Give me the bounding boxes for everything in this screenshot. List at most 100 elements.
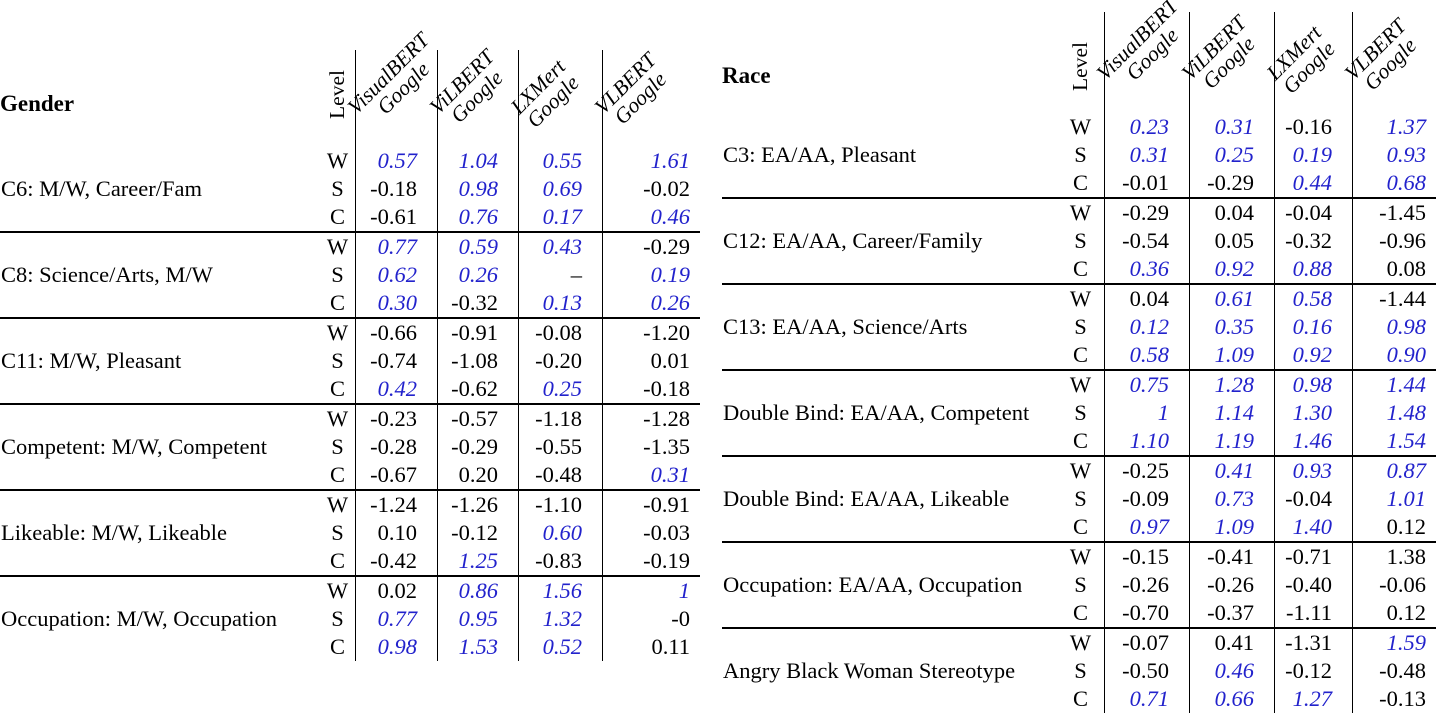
test-group-label: C6: M/W, Career/Fam <box>1 176 203 201</box>
effect-size-cell: -0.55 <box>518 433 602 461</box>
effect-size-cell: -0.29 <box>602 233 700 261</box>
effect-size-cell: 0.77 <box>355 605 437 633</box>
effect-size-cell: -1.08 <box>437 347 518 375</box>
effect-size-cell: -0.25 <box>1104 457 1189 485</box>
effect-size-cell: -0.71 <box>1274 543 1352 571</box>
effect-size-cell: 0.58 <box>1104 341 1189 369</box>
test-group-rows: W -0.15 -0.41 -0.71 1.38 S -0.26 -0.26 -0.40-… <box>1057 543 1436 627</box>
table-row: W 0.04 0.61 0.58 -1.44 <box>1057 285 1436 313</box>
table-row: S -0.74 -1.08 -0.20 0.01 <box>320 347 700 375</box>
level-column: Level <box>1057 0 1104 113</box>
effect-size-cell: -0.67 <box>355 461 437 489</box>
model-column-header: ViLBERT Google <box>1177 11 1274 113</box>
effect-size-cell: 0.19 <box>602 261 700 289</box>
test-group-label: Competent: M/W, Competent <box>1 434 268 459</box>
effect-size-cell: -0.28 <box>355 433 437 461</box>
effect-size-cell: 1.09 <box>1189 513 1274 541</box>
effect-size-cell: 0.93 <box>1352 141 1436 169</box>
test-group-label: Occupation: EA/AA, Occupation <box>723 572 1023 597</box>
level-cell: S <box>331 176 344 201</box>
effect-size-cell: -0.26 <box>1189 571 1274 599</box>
effect-size-cell: -0.12 <box>1274 657 1352 685</box>
level-cell: W <box>326 492 349 517</box>
test-group-rows: W -1.24 -1.26 -1.10 -0.91 S 0.10 -0.12 0.60 -0… <box>320 491 700 575</box>
effect-size-cell: 0.87 <box>1352 457 1436 485</box>
effect-size-cell: 0.31 <box>1104 141 1189 169</box>
effect-size-cell: 0.25 <box>1189 141 1274 169</box>
level-cell: W <box>1069 544 1092 569</box>
table-row: W 0.75 1.28 0.98 1.44 <box>1057 371 1436 399</box>
table-header: Gender Level VisualBERT Google ViLBERT Goo… <box>0 0 700 147</box>
effect-size-cell: 1.44 <box>1352 371 1436 399</box>
effect-size-cell: -0.18 <box>355 175 437 203</box>
table-row: C 0.98 1.53 0.52 0.11 <box>320 633 700 661</box>
effect-size-cell: 0.98 <box>1352 313 1436 341</box>
effect-size-cell: -0.74 <box>355 347 437 375</box>
level-cell: W <box>326 406 349 431</box>
table-row: C 0.42 -0.62 0.25 -0.18 <box>320 375 700 403</box>
effect-size-cell: -0.32 <box>1274 227 1352 255</box>
effect-size-cell: 1.46 <box>1274 427 1352 455</box>
effect-size-cell: -1.26 <box>437 491 518 519</box>
effect-size-cell: -0.01 <box>1104 169 1189 197</box>
effect-size-cell: -0.29 <box>437 433 518 461</box>
effect-size-cell: 0.02 <box>355 577 437 605</box>
table-row: C -0.70 -0.37 -1.11 0.12 <box>1057 599 1436 627</box>
level-cell: C <box>1072 256 1088 281</box>
effect-size-cell: 1.37 <box>1352 113 1436 141</box>
test-group: Occupation: EA/AA, Occupation W -0.15 -0.… <box>722 541 1436 627</box>
effect-size-cell: 0.26 <box>437 261 518 289</box>
effect-size-cell: 0.86 <box>437 577 518 605</box>
rotated-header-label: VLBERT Google <box>1340 14 1425 99</box>
effect-size-cell: -0.19 <box>602 547 700 575</box>
effect-size-cell: 0.46 <box>1189 657 1274 685</box>
effect-size-cell: 0.17 <box>518 203 602 231</box>
effect-size-cell: 1.48 <box>1352 399 1436 427</box>
effect-size-cell: 0.41 <box>1189 457 1274 485</box>
effect-size-cell: 0.71 <box>1104 685 1189 713</box>
test-group-rows: W -0.25 0.41 0.93 0.87 S -0.09 0.73 -0.04 1.01… <box>1057 457 1436 541</box>
effect-size-cell: 0.12 <box>1352 513 1436 541</box>
level-cell: S <box>331 434 344 459</box>
race-table: Race Level VisualBERT Google ViLBERT Googl… <box>722 0 1436 713</box>
effect-size-cell: 0.62 <box>355 261 437 289</box>
table-header: Race Level VisualBERT Google ViLBERT Googl… <box>722 0 1436 113</box>
table-row: S 1 1.14 1.30 1.48 <box>1057 399 1436 427</box>
effect-size-cell: -0.23 <box>355 405 437 433</box>
effect-size-cell: 0.41 <box>1189 629 1274 657</box>
level-cell: W <box>326 578 349 603</box>
table-body: C3: EA/AA, Pleasant W 0.23 0.31 -0.16 1.37 … <box>722 113 1436 713</box>
effect-size-cell: 0.59 <box>437 233 518 261</box>
test-group-rows: W -0.66 -0.91 -0.08 -1.20 S -0.74 -1.08 -0.20… <box>320 319 700 403</box>
table-title: Gender <box>0 91 75 116</box>
effect-size-cell: 0.58 <box>1274 285 1352 313</box>
effect-size-cell: -0.03 <box>602 519 700 547</box>
table-row: S 0.77 0.95 1.32 -0 <box>320 605 700 633</box>
effect-size-cell: -0.70 <box>1104 599 1189 627</box>
model-column-header: LXMert Google <box>506 50 602 147</box>
gender-table: Gender Level VisualBERT Google ViLBERT Goo… <box>0 0 700 661</box>
test-group-rows: W 0.77 0.59 0.43 -0.29 S 0.62 0.26–0.19 C 0.… <box>320 233 700 317</box>
level-cell: S <box>1074 486 1087 511</box>
table-row: W 0.57 1.04 0.55 1.61 <box>320 147 700 175</box>
rotated-header-label: LXMert Google <box>506 55 584 133</box>
effect-size-cell: 0.23 <box>1104 113 1189 141</box>
test-group-label: C12: EA/AA, Career/Family <box>723 228 983 253</box>
effect-size-cell: -0.29 <box>1104 199 1189 227</box>
effect-size-cell: -0.66 <box>355 319 437 347</box>
table-row: W -0.07 0.41 -1.31 1.59 <box>1057 629 1436 657</box>
effect-size-cell: -1.11 <box>1274 599 1352 627</box>
effect-size-cell: -0.42 <box>355 547 437 575</box>
test-group-rows: W -0.07 0.41 -1.31 1.59 S -0.50 0.46 -0.12 -0.… <box>1057 629 1436 713</box>
level-cell: C <box>1072 428 1088 453</box>
effect-size-cell: -0.04 <box>1274 199 1352 227</box>
effect-size-cell: 0.77 <box>355 233 437 261</box>
effect-size-cell: 1.28 <box>1189 371 1274 399</box>
effect-size-cell: -0.09 <box>1104 485 1189 513</box>
effect-size-cell: -0.61 <box>355 203 437 231</box>
rotated-header-label: ViLBERT Google <box>425 45 513 133</box>
effect-size-cell: 0.55 <box>518 147 602 175</box>
effect-size-cell: 0.01 <box>602 347 700 375</box>
effect-size-cell: -1.45 <box>1352 199 1436 227</box>
